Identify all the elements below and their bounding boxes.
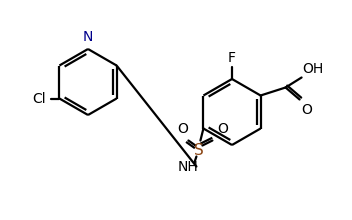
- Text: OH: OH: [303, 62, 324, 75]
- Text: O: O: [302, 103, 313, 117]
- Text: F: F: [228, 51, 236, 65]
- Text: O: O: [177, 121, 188, 136]
- Text: O: O: [218, 121, 228, 136]
- Text: NH: NH: [178, 160, 199, 174]
- Text: Cl: Cl: [32, 92, 45, 106]
- Text: S: S: [194, 143, 203, 158]
- Text: N: N: [83, 30, 93, 44]
